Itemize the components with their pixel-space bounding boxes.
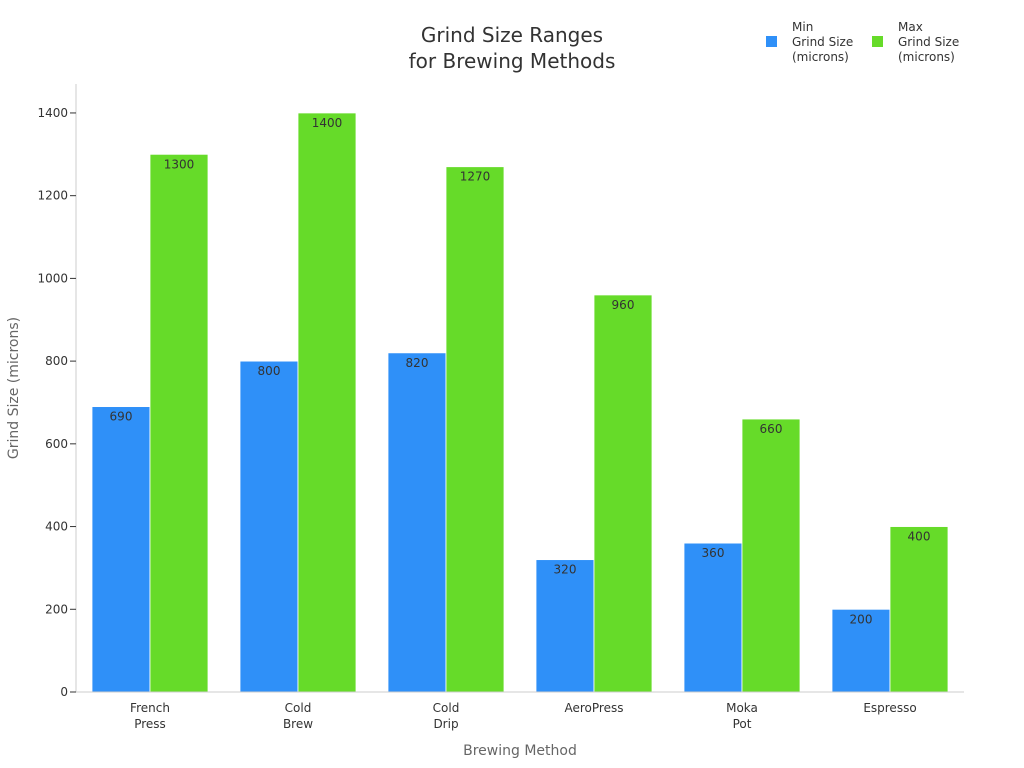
y-tick-label-200: 200	[45, 602, 68, 616]
legend-swatch-min	[766, 36, 777, 47]
data-label-max-3: 960	[612, 298, 635, 312]
x-tick-label-3: AeroPress	[565, 701, 624, 715]
bar-max-4	[741, 418, 801, 693]
x-tick-label-0: French Press	[130, 701, 170, 731]
bar-max-2	[445, 166, 505, 693]
bar-min-3	[535, 559, 595, 693]
x-tick-label-2: Cold Drip	[433, 701, 460, 731]
bar-min-1	[239, 360, 299, 693]
y-tick-label-0: 0	[60, 685, 68, 699]
chart-title-line-2: for Brewing Methods	[409, 49, 616, 73]
data-label-max-1: 1400	[312, 116, 343, 130]
y-tick-label-1000: 1000	[37, 271, 68, 285]
bar-max-0	[149, 153, 209, 693]
data-label-max-5: 400	[908, 530, 931, 544]
bars-layer: 690 800 820 320 360 200 1300 1400 1270 960 660 400	[91, 112, 949, 693]
bar-min-0	[91, 406, 151, 693]
data-label-min-3: 320	[554, 563, 577, 577]
data-label-min-4: 360	[702, 546, 725, 560]
x-axis-title: Brewing Method	[463, 743, 577, 759]
x-tick-label-4: Moka Pot	[726, 701, 758, 731]
bar-min-2	[387, 352, 447, 693]
legend-label-max: Max Grind Size (microns)	[898, 20, 959, 64]
legend-label-min: Min Grind Size (microns)	[792, 20, 853, 64]
bar-max-3	[593, 294, 653, 693]
data-label-max-2: 1270	[460, 170, 491, 184]
data-label-min-5: 200	[850, 612, 873, 626]
axes-layer: 0 200 400 600 800 1000 1200 1400 French Press Cold…	[37, 84, 964, 731]
bar-max-5	[889, 526, 949, 693]
y-tick-label-800: 800	[45, 354, 68, 368]
data-label-min-0: 690	[110, 410, 133, 424]
data-label-max-0: 1300	[164, 157, 195, 171]
y-axis-title: Grind Size (microns)	[6, 317, 22, 459]
bar-max-1	[297, 112, 357, 693]
bar-min-4	[683, 542, 743, 693]
x-tick-label-5: Espresso	[863, 701, 916, 715]
data-label-min-2: 820	[406, 356, 429, 370]
data-label-max-4: 660	[760, 422, 783, 436]
y-tick-label-400: 400	[45, 520, 68, 534]
legend-swatch-max	[872, 36, 883, 47]
legend: Min Grind Size (microns) Max Grind Size (micr…	[766, 20, 959, 64]
y-tick-label-1400: 1400	[37, 106, 68, 120]
data-label-min-1: 800	[258, 364, 281, 378]
y-tick-label-600: 600	[45, 437, 68, 451]
x-tick-label-1: Cold Brew	[283, 701, 313, 731]
chart-title-line-1: Grind Size Ranges	[421, 23, 603, 47]
y-tick-label-1200: 1200	[37, 189, 68, 203]
bar-min-5	[831, 608, 891, 693]
